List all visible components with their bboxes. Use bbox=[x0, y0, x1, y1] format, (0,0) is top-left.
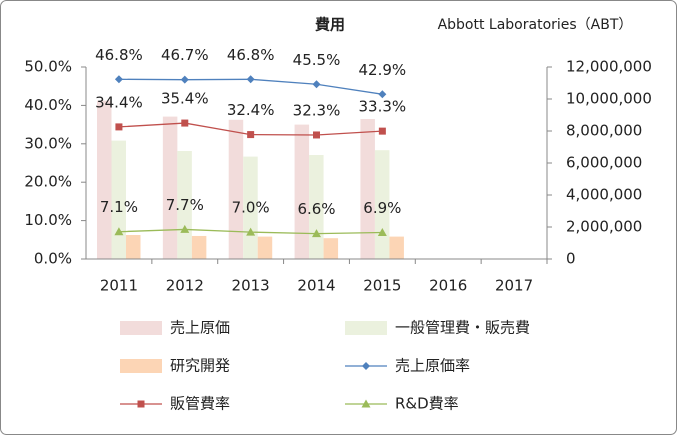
bar bbox=[323, 238, 339, 259]
legend-swatch bbox=[120, 359, 162, 373]
x-tick-label: 2013 bbox=[232, 277, 270, 295]
line-marker bbox=[313, 131, 320, 139]
data-label: 7.1% bbox=[100, 198, 138, 216]
legend-label: 売上原価率 bbox=[395, 357, 470, 375]
bar bbox=[257, 236, 273, 259]
bar bbox=[191, 235, 207, 259]
bar bbox=[243, 156, 258, 259]
data-label: 46.7% bbox=[161, 46, 209, 64]
data-label: 7.7% bbox=[166, 196, 204, 214]
data-label: 45.5% bbox=[293, 51, 341, 69]
y2-tick-label: 4,000,000 bbox=[566, 186, 642, 204]
line-marker bbox=[377, 228, 387, 237]
legend-swatch bbox=[345, 321, 387, 335]
y-tick-label: 10.0% bbox=[24, 211, 72, 229]
bar bbox=[126, 235, 141, 259]
line-marker bbox=[312, 80, 321, 89]
bar bbox=[111, 140, 126, 259]
data-label: 33.3% bbox=[359, 98, 407, 116]
line-marker bbox=[312, 229, 321, 238]
legend-label: 研究開発 bbox=[170, 357, 230, 375]
chart-subtitle: Abbott Laboratories（ABT） bbox=[438, 17, 633, 33]
bar bbox=[360, 119, 375, 259]
legend-label: 売上原価 bbox=[170, 319, 230, 337]
data-label: 32.3% bbox=[293, 101, 341, 119]
line-marker bbox=[115, 123, 123, 131]
data-label: 34.4% bbox=[95, 93, 143, 111]
data-label: 6.6% bbox=[297, 200, 335, 218]
x-tick-label: 2016 bbox=[429, 277, 467, 295]
y2-tick-label: 12,000,000 bbox=[566, 58, 652, 76]
x-tick-label: 2014 bbox=[297, 277, 335, 295]
y-tick-label: 20.0% bbox=[24, 173, 72, 191]
legend-marker bbox=[362, 362, 370, 370]
y2-tick-label: 2,000,000 bbox=[566, 218, 642, 236]
bar bbox=[228, 119, 244, 259]
legend-label: 販管費率 bbox=[170, 395, 230, 413]
y-tick-label: 30.0% bbox=[24, 134, 72, 152]
chart-title: 費用 bbox=[315, 16, 345, 34]
x-tick-label: 2015 bbox=[363, 277, 401, 295]
y2-tick-label: 8,000,000 bbox=[566, 122, 642, 140]
y-tick-label: 40.0% bbox=[24, 96, 72, 114]
line-marker bbox=[246, 227, 256, 236]
legend-label: R&D費率 bbox=[395, 395, 459, 413]
data-label: 6.9% bbox=[363, 199, 401, 217]
line-marker bbox=[114, 75, 123, 84]
legend-marker bbox=[361, 399, 371, 408]
bar bbox=[389, 236, 404, 259]
data-label: 46.8% bbox=[95, 46, 143, 64]
x-tick-label: 2012 bbox=[166, 277, 204, 295]
y2-tick-label: 0 bbox=[566, 250, 576, 268]
data-label: 32.4% bbox=[227, 101, 275, 119]
data-label: 35.4% bbox=[161, 90, 209, 108]
legend-label: 一般管理費・販売費 bbox=[395, 319, 530, 337]
line-marker bbox=[247, 131, 255, 139]
data-label: 7.0% bbox=[232, 199, 270, 217]
bar bbox=[374, 150, 390, 259]
y-tick-label: 50.0% bbox=[24, 58, 72, 76]
line-marker bbox=[181, 119, 189, 127]
line-marker bbox=[378, 90, 387, 99]
x-tick-label: 2017 bbox=[495, 277, 533, 295]
line-marker bbox=[180, 75, 189, 84]
bar bbox=[162, 116, 178, 259]
data-label: 46.8% bbox=[227, 46, 275, 64]
line-marker bbox=[180, 224, 190, 233]
legend-swatch bbox=[120, 321, 162, 335]
line-marker bbox=[246, 75, 255, 84]
bar bbox=[97, 100, 112, 259]
line-marker bbox=[114, 227, 124, 236]
legend-marker bbox=[137, 400, 145, 408]
bar bbox=[294, 124, 310, 259]
data-label: 42.9% bbox=[359, 61, 407, 79]
y2-tick-label: 6,000,000 bbox=[566, 154, 642, 172]
y-tick-label: 0.0% bbox=[34, 250, 72, 268]
x-tick-label: 2011 bbox=[100, 277, 138, 295]
y2-tick-label: 10,000,000 bbox=[566, 90, 652, 108]
line-marker bbox=[378, 127, 386, 135]
